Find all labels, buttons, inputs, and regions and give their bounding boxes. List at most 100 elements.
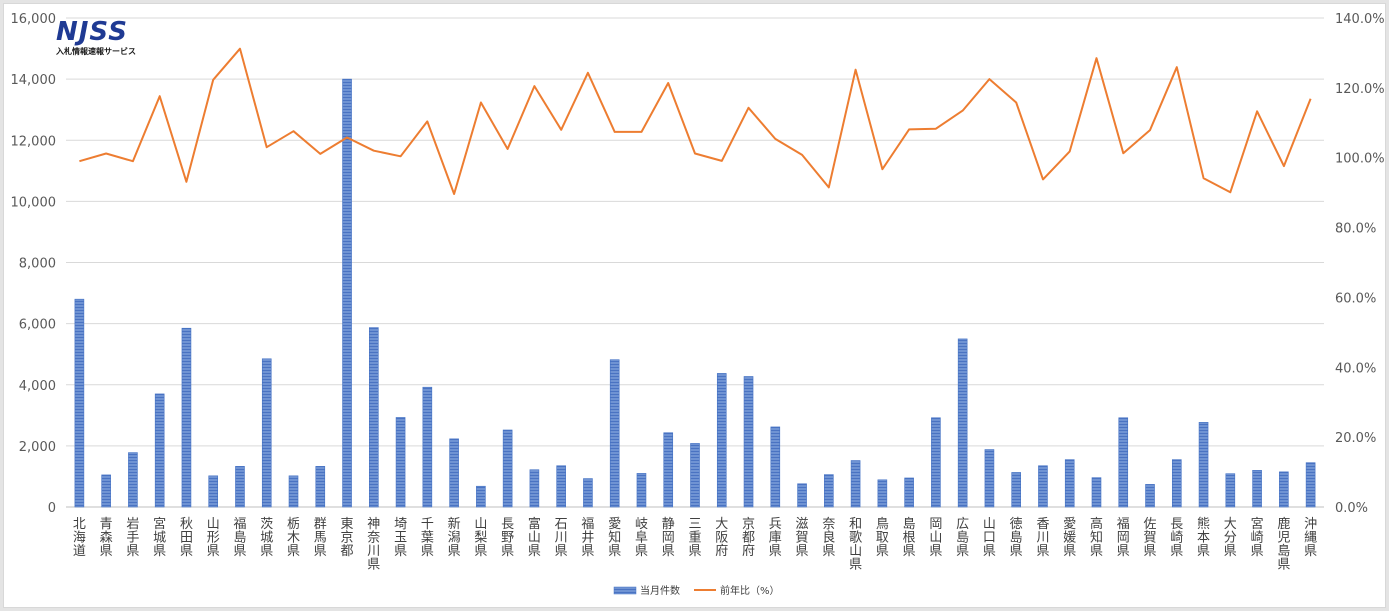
- bar: [369, 327, 379, 508]
- bar: [1225, 473, 1236, 508]
- njss-logo: NJSS 入札情報速報サービス: [55, 17, 136, 56]
- bar: [770, 426, 781, 508]
- logo-mark: NJSS: [56, 17, 128, 47]
- category-label: 岩手県: [126, 517, 139, 559]
- bar: [984, 449, 995, 508]
- left-tick-label: 12,000: [11, 134, 57, 149]
- category-label: 愛知県: [608, 517, 621, 559]
- category-label: 岐阜県: [635, 517, 648, 559]
- bar: [315, 466, 326, 508]
- category-label: 群馬県: [314, 517, 327, 559]
- left-tick-label: 10,000: [11, 195, 57, 210]
- left-tick-label: 0: [48, 501, 56, 516]
- category-label: 滋賀県: [796, 517, 809, 559]
- category-label: 福岡県: [1117, 517, 1130, 559]
- bar: [609, 359, 620, 508]
- bar: [583, 478, 593, 508]
- bar: [716, 373, 727, 508]
- category-label: 秋田県: [180, 517, 193, 559]
- bar: [395, 417, 406, 508]
- bar: [1064, 459, 1075, 508]
- bar: [529, 469, 540, 508]
- bar: [1091, 477, 1102, 508]
- category-label: 三重県: [688, 517, 701, 559]
- line-series: [79, 47, 1312, 195]
- left-tick-label: 2,000: [19, 440, 56, 455]
- bar: [476, 485, 486, 508]
- left-axis: 0 2,000 4,000 6,000 8,000 10,000 12,000 14,000 1…: [11, 12, 57, 516]
- category-label: 大分県: [1224, 517, 1237, 559]
- right-tick-label: 80.0%: [1335, 222, 1376, 237]
- right-tick-label: 100.0%: [1335, 152, 1385, 167]
- gridlines: [66, 17, 1324, 508]
- category-label: 鹿児島県: [1277, 516, 1290, 573]
- bar: [1145, 484, 1155, 508]
- bar: [690, 443, 700, 508]
- bar: [449, 438, 459, 508]
- category-label: 福井県: [581, 517, 594, 559]
- right-tick-label: 120.0%: [1335, 82, 1385, 97]
- category-label: 兵庫県: [769, 517, 782, 559]
- legend-bar-label: 当月件数: [640, 584, 680, 597]
- right-axis: 0.0% 20.0% 40.0% 60.0% 80.0% 100.0% 120.0% 140.…: [1335, 12, 1385, 516]
- category-label: 岡山県: [929, 517, 942, 559]
- category-label: 山口県: [983, 517, 996, 559]
- bar: [181, 327, 192, 508]
- chart-frame: 0 2,000 4,000 6,000 8,000 10,000 12,000 14,000 1…: [3, 3, 1386, 608]
- bar: [1305, 462, 1316, 508]
- bar: [663, 432, 674, 508]
- bar: [1038, 465, 1048, 508]
- category-label: 愛媛県: [1063, 517, 1076, 559]
- left-tick-label: 6,000: [19, 318, 56, 333]
- category-label: 和歌山県: [849, 517, 862, 573]
- bar: [502, 429, 513, 508]
- category-label: 青森県: [100, 517, 113, 559]
- category-label: 静岡県: [662, 517, 675, 559]
- category-label: 高知県: [1090, 516, 1103, 559]
- category-label: 茨城県: [260, 517, 273, 559]
- right-tick-label: 40.0%: [1335, 361, 1376, 376]
- category-label: 佐賀県: [1144, 517, 1157, 559]
- legend: 当月件数 前年比（%）: [613, 584, 780, 597]
- combo-chart: 0 2,000 4,000 6,000 8,000 10,000 12,000 14,000 1…: [11, 12, 1385, 597]
- legend-bar-swatch: [613, 586, 637, 595]
- left-tick-label: 14,000: [11, 73, 57, 88]
- left-tick-label: 4,000: [19, 379, 56, 394]
- bar: [261, 358, 272, 508]
- bar: [850, 460, 861, 508]
- bar: [957, 338, 968, 508]
- bar: [422, 386, 433, 508]
- category-label: 鳥取県: [876, 517, 889, 559]
- bar: [342, 78, 352, 508]
- right-tick-label: 140.0%: [1335, 12, 1385, 27]
- category-label: 広島県: [956, 517, 969, 559]
- category-label: 熊本県: [1197, 516, 1210, 559]
- category-label: 京都府: [742, 517, 755, 559]
- category-label: 富山県: [528, 516, 541, 559]
- bar: [154, 393, 165, 508]
- bar: [1118, 417, 1129, 508]
- bar: [1252, 470, 1262, 508]
- bar: [877, 479, 888, 508]
- logo-subtitle: 入札情報速報サービス: [55, 46, 136, 56]
- bar: [1279, 471, 1289, 508]
- bar: [931, 417, 941, 508]
- bar: [743, 376, 754, 508]
- legend-line-label: 前年比（%）: [720, 584, 780, 597]
- bar-series: [74, 78, 1316, 508]
- bar: [904, 477, 914, 508]
- category-label: 大阪府: [715, 517, 728, 559]
- bar: [74, 298, 85, 508]
- bar: [556, 465, 566, 508]
- category-label: 山形県: [207, 517, 220, 559]
- category-label: 徳島県: [1010, 517, 1023, 559]
- category-label: 北海道: [73, 517, 86, 559]
- bar: [288, 475, 299, 508]
- bar: [797, 483, 807, 508]
- category-label: 宮崎県: [1251, 516, 1264, 559]
- category-label: 栃木県: [287, 517, 300, 559]
- bar: [128, 452, 138, 508]
- bar: [636, 473, 647, 508]
- bar: [1011, 472, 1021, 508]
- right-tick-label: 0.0%: [1335, 501, 1368, 516]
